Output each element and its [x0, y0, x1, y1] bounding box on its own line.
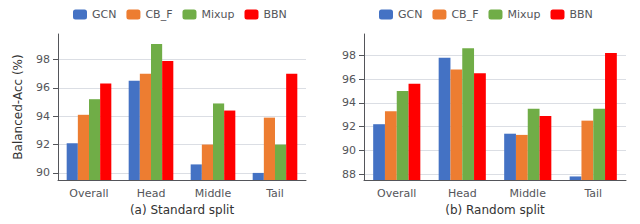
svg-text:Balanced-Acc (%): Balanced-Acc (%)	[11, 54, 25, 159]
svg-text:94: 94	[342, 96, 356, 109]
svg-text:96: 96	[342, 73, 356, 86]
svg-text:CB_F: CB_F	[145, 8, 172, 21]
svg-text:(a) Standard split: (a) Standard split	[130, 203, 234, 217]
svg-text:88: 88	[342, 168, 356, 181]
svg-text:90: 90	[36, 166, 50, 179]
svg-text:96: 96	[36, 81, 50, 94]
svg-text:Middle: Middle	[195, 187, 232, 200]
svg-text:90: 90	[342, 144, 356, 157]
svg-text:Mixup: Mixup	[201, 8, 234, 21]
svg-text:Head: Head	[137, 187, 166, 200]
svg-text:Overall: Overall	[69, 187, 108, 200]
svg-text:Overall: Overall	[377, 187, 416, 200]
svg-text:BBN: BBN	[263, 8, 286, 21]
svg-text:BBN: BBN	[569, 8, 592, 21]
svg-text:98: 98	[36, 53, 50, 66]
svg-text:GCN: GCN	[398, 8, 422, 21]
svg-text:Head: Head	[448, 187, 477, 200]
svg-text:92: 92	[342, 120, 356, 133]
svg-text:94: 94	[36, 110, 50, 123]
svg-text:Tail: Tail	[265, 187, 284, 200]
svg-text:Mixup: Mixup	[507, 8, 540, 21]
svg-text:CB_F: CB_F	[451, 8, 478, 21]
svg-text:(b) Random split: (b) Random split	[445, 203, 545, 217]
svg-text:Tail: Tail	[583, 187, 602, 200]
svg-text:92: 92	[36, 138, 50, 151]
svg-text:Middle: Middle	[510, 187, 547, 200]
svg-text:98: 98	[342, 49, 356, 62]
svg-text:GCN: GCN	[92, 8, 116, 21]
